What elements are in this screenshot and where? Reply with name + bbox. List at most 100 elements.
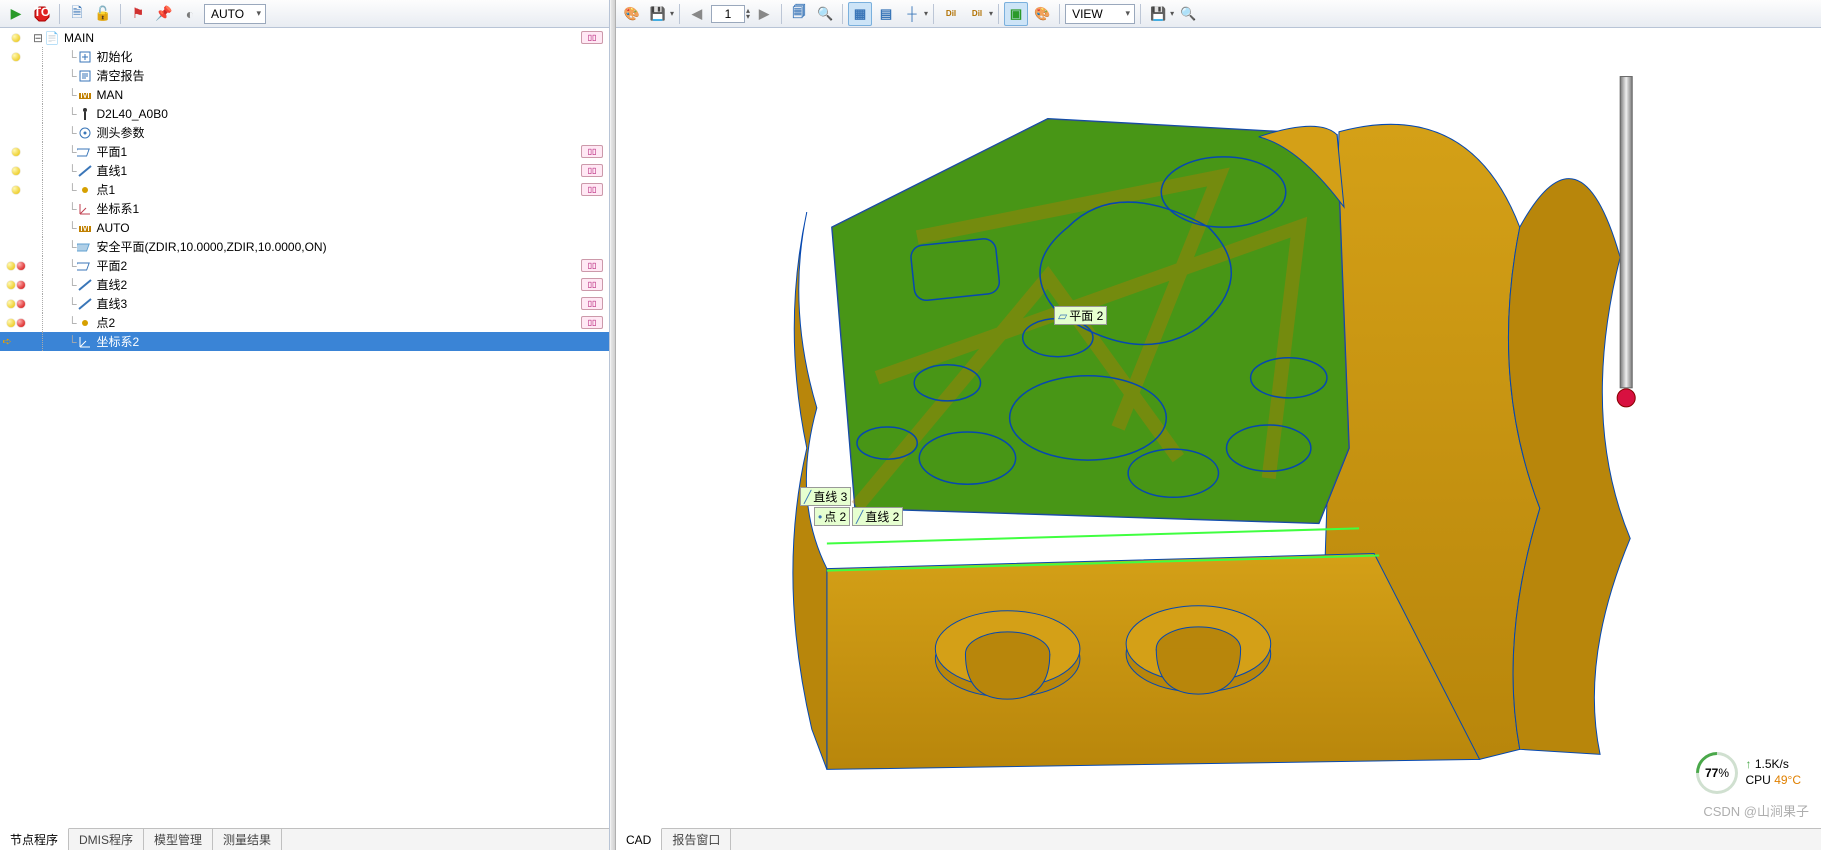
palette-icon[interactable]: 🎨 [620,2,644,26]
unlock-icon[interactable]: 🔓 [91,2,115,26]
main-split: ▶STOP🗎🔓⚑📌◐AUTO ⊟📄MAIN▯▯└初始化└清空报告└MMAN└D2… [0,0,1821,850]
viewport-label[interactable]: ▱平面 2 [1054,306,1107,325]
tree-item[interactable]: └点1▯▯ [0,180,609,199]
flag-icon[interactable]: ⚑ [126,2,150,26]
point-icon [77,182,93,198]
grid1-icon[interactable]: ▦ [848,2,872,26]
save-icon[interactable]: 💾 [646,2,670,26]
dim2-icon[interactable]: Dil [965,2,989,26]
tab-2[interactable]: 模型管理 [144,829,213,850]
mode-icon: M [77,220,93,236]
tab-0[interactable]: 节点程序 [0,828,69,850]
tree-item[interactable]: └MAUTO [0,218,609,237]
model-render [616,28,1821,828]
tree-item[interactable]: └清空报告 [0,66,609,85]
tree-item-label: 安全平面(ZDIR,10.0000,ZDIR,10.0000,ON) [97,238,603,255]
output-icon[interactable]: ▣ [1004,2,1028,26]
tab-0[interactable]: CAD [616,828,662,850]
status-led-icon [7,300,15,308]
view-combo[interactable]: VIEW [1065,4,1135,24]
status-badge: ▯▯ [581,316,603,329]
tab-label: 测量结果 [223,831,271,848]
mode-icon: M [77,87,93,103]
status-badge: ▯▯ [581,145,603,158]
line-icon: ╱ [856,510,863,524]
status-badge: ▯▯ [581,278,603,291]
viewport-label-text: 平面 2 [1069,307,1103,324]
dropdown-arrow-icon[interactable]: ▾ [1170,9,1174,18]
tree-item[interactable]: └安全平面(ZDIR,10.0000,ZDIR,10.0000,ON) [0,237,609,256]
tree-item-label: 初始化 [97,48,603,65]
tree-item[interactable]: └初始化 [0,47,609,66]
viewport-label[interactable]: ╱直线 3 [800,487,851,506]
tree-item[interactable]: ➪└坐标系2 [0,332,609,351]
search-icon[interactable]: 🔍 [1176,2,1200,26]
palette2-icon[interactable]: 🎨 [1030,2,1054,26]
program-tree[interactable]: ⊟📄MAIN▯▯└初始化└清空报告└MMAN└D2L40_A0B0└测头参数└平… [0,28,609,828]
system-monitor: 77% ↑ 1.5K/s CPU 49°C [1688,748,1810,798]
page-input[interactable] [711,5,745,23]
status-led-icon [12,34,20,42]
run-icon[interactable]: ▶ [4,2,28,26]
status-led-icon [12,148,20,156]
pin-icon[interactable]: 📌 [152,2,176,26]
csys-icon [77,201,93,217]
point-icon [77,315,93,331]
spinner-arrows-icon[interactable]: ▴▾ [746,8,750,19]
viewport-label[interactable]: ╱直线 2 [852,507,903,526]
svg-text:M: M [80,220,90,234]
grid3-icon[interactable]: ┼ [900,2,924,26]
tree-item-label: MAN [97,88,603,102]
dropdown-arrow-icon[interactable]: ▾ [670,9,674,18]
tree-item[interactable]: └测头参数 [0,123,609,142]
tree-item[interactable]: └MMAN [0,85,609,104]
left-bottom-tabs: 节点程序 DMIS程序模型管理测量结果 [0,828,609,850]
viewport-label[interactable]: •点 2 [814,507,850,526]
tree-item[interactable]: └直线3▯▯ [0,294,609,313]
tab-1[interactable]: 报告窗口 [662,829,731,850]
tree-item[interactable]: └D2L40_A0B0 [0,104,609,123]
find-icon[interactable]: 🔍 [813,2,837,26]
first-icon[interactable]: ◀ [685,2,709,26]
page-spinner[interactable]: ▴▾ [711,5,750,23]
left-panel: ▶STOP🗎🔓⚑📌◐AUTO ⊟📄MAIN▯▯└初始化└清空报告└MMAN└D2… [0,0,610,850]
viewport-label-text: 直线 3 [813,488,847,505]
separator [120,4,121,24]
stop-icon[interactable]: STOP [30,2,54,26]
copy-icon[interactable]: 🗐 [787,2,811,26]
dropdown-arrow-icon[interactable]: ▾ [989,9,993,18]
tree-item[interactable]: └点2▯▯ [0,313,609,332]
tab-label: CAD [626,833,651,847]
tree-item[interactable]: └平面2▯▯ [0,256,609,275]
tree-item[interactable]: └平面1▯▯ [0,142,609,161]
status-badge: ▯▯ [581,183,603,196]
app-root: ▶STOP🗎🔓⚑📌◐AUTO ⊟📄MAIN▯▯└初始化└清空报告└MMAN└D2… [0,0,1821,850]
dropdown-arrow-icon[interactable]: ▾ [924,9,928,18]
status-led-icon [12,186,20,194]
tree-item[interactable]: └直线1▯▯ [0,161,609,180]
collapse-icon[interactable]: ⊟ [32,31,44,45]
status-led-icon [17,262,25,270]
tree-item[interactable]: └坐标系1 [0,199,609,218]
save2-icon[interactable]: 💾 [1146,2,1170,26]
status-badge: ▯▯ [581,164,603,177]
separator [998,4,999,24]
tree-item-label: 点2 [97,314,581,331]
dim1-icon[interactable]: Dil [939,2,963,26]
tab-1[interactable]: DMIS程序 [69,829,144,850]
tab-label: DMIS程序 [79,831,133,848]
tree-root[interactable]: ⊟📄MAIN▯▯ [0,28,609,47]
new-doc-icon[interactable]: 🗎 [65,2,89,26]
tree-item-label: 平面1 [97,143,581,160]
tab-3[interactable]: 测量结果 [213,829,282,850]
next-icon[interactable]: ▶ [752,2,776,26]
tab-label: 报告窗口 [672,831,720,848]
status-badge: ▯▯ [581,297,603,310]
mode-combo[interactable]: AUTO [204,4,266,24]
globe-icon[interactable]: ◐ [178,2,202,26]
viewport-label-text: 点 2 [824,508,846,525]
cad-viewport[interactable]: XZY Xz 77% ↑ 1.5K/s CPU 49°C CSDN @山涧果子 … [616,28,1821,828]
tree-item[interactable]: └直线2▯▯ [0,275,609,294]
grid2-icon[interactable]: ▤ [874,2,898,26]
sysmon-stats: ↑ 1.5K/s CPU 49°C [1746,757,1802,788]
